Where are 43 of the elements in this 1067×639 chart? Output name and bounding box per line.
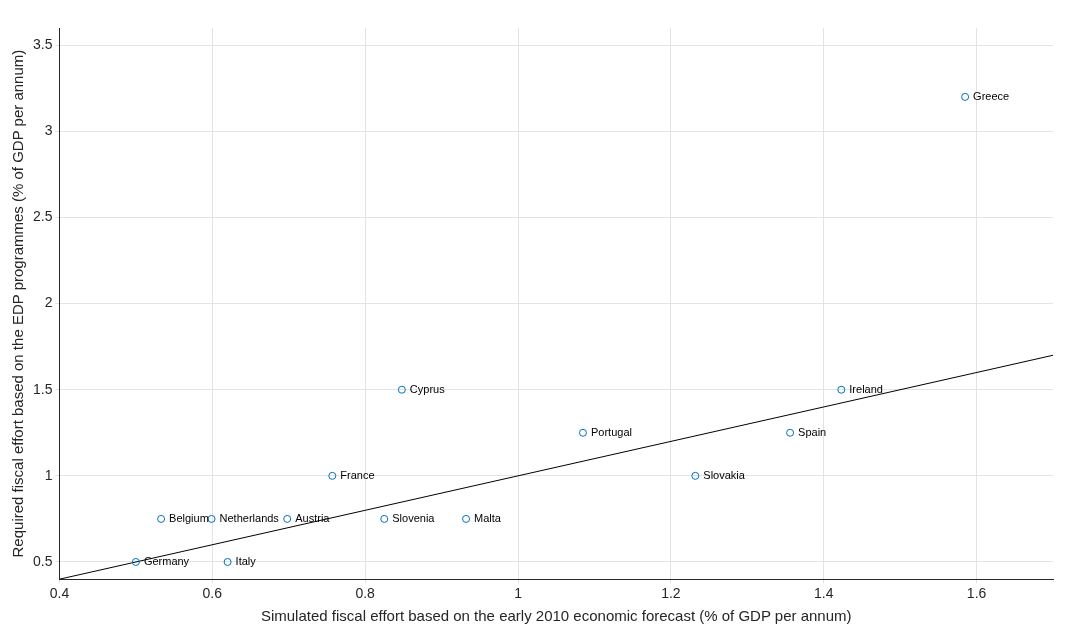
x-tick-label: 0.8	[355, 585, 376, 602]
annotation: Portugal	[590, 425, 632, 438]
point	[462, 514, 471, 523]
y-axis-title: Required fiscal effort based on the EDP programmes (% of GDP per annum)	[9, 49, 27, 558]
annotation: Slovakia	[703, 468, 746, 481]
y-tick-label: 2.5	[32, 208, 53, 225]
point	[131, 557, 140, 566]
point	[837, 385, 846, 394]
annotation: Cyprus	[409, 382, 446, 395]
point	[578, 428, 587, 437]
annotation: Greece	[973, 89, 1010, 102]
x-tick-label: 1.2	[661, 585, 681, 602]
annotation: Malta	[474, 511, 502, 524]
y-tick-label: 3.5	[32, 36, 53, 53]
x-axis-title: Simulated fiscal effort based on the early 2010 economic forecast (% of GDP per annum)	[260, 607, 852, 625]
annotation: Belgium	[169, 511, 209, 524]
x-tick-label: 1	[514, 585, 523, 602]
annotation: Slovenia	[392, 511, 436, 524]
annotation: Italy	[235, 555, 257, 568]
point	[283, 514, 292, 523]
point	[786, 428, 795, 437]
annotation: Austria	[295, 511, 331, 524]
y-tick-label: 0.5	[32, 552, 53, 569]
point	[328, 471, 337, 480]
point	[380, 514, 389, 523]
x-tick-label: 1.6	[966, 585, 987, 602]
y-tick-label: 2	[44, 294, 53, 311]
y-tick-label: 1	[44, 466, 53, 483]
point	[157, 514, 166, 523]
point	[961, 92, 970, 101]
annotation: Netherlands	[219, 511, 280, 524]
annotation: Germany	[143, 555, 190, 568]
point	[223, 557, 232, 566]
x-tick-label: 0.4	[49, 585, 70, 602]
y-tick-label: 1.5	[32, 380, 53, 397]
annotation: France	[340, 468, 375, 481]
y-tick-label: 3	[44, 122, 53, 139]
annotation: Ireland	[849, 382, 883, 395]
x-tick-label: 0.6	[202, 585, 223, 602]
point	[397, 385, 406, 394]
annotation: Spain	[798, 425, 827, 438]
x-tick-label: 1.4	[813, 585, 834, 602]
point	[691, 471, 700, 480]
